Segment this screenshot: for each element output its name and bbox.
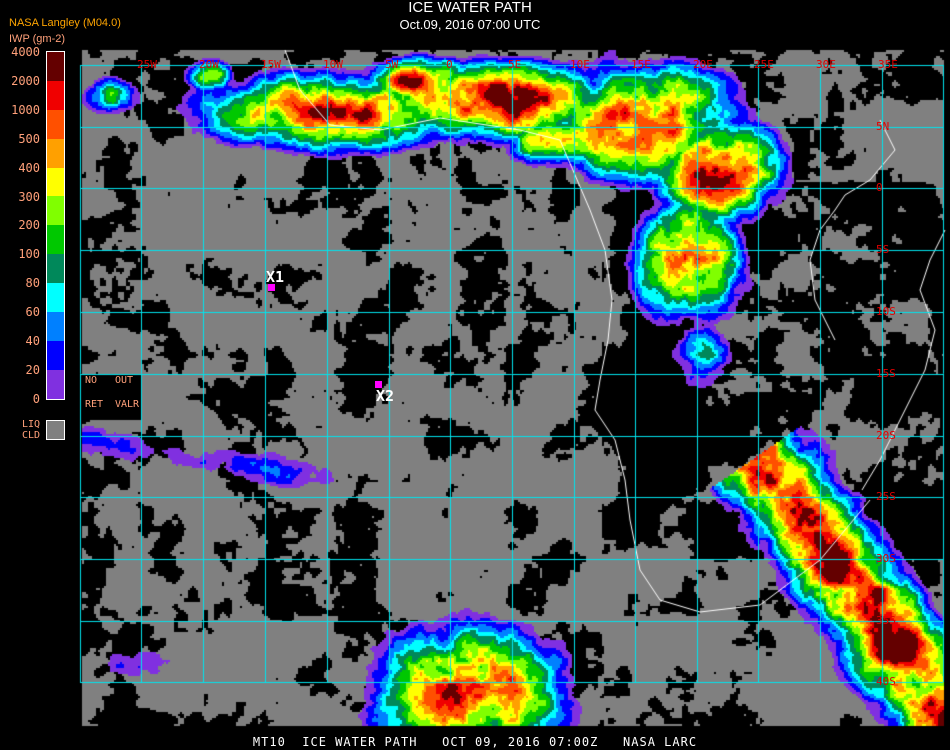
color-scale-segment	[47, 52, 64, 81]
latitude-label: 5N	[876, 120, 890, 133]
color-scale-segment	[47, 369, 64, 399]
liquid-cloud-label-bottom: CLD	[22, 430, 41, 441]
marker-x2-label: X2	[376, 387, 395, 405]
longitude-label: 20W	[199, 58, 219, 71]
longitude-label: 25W	[137, 58, 157, 71]
color-scale-segment	[47, 312, 64, 341]
color-scale-segment	[47, 196, 64, 226]
color-scale-tick: 200	[18, 218, 40, 233]
color-scale-tick: 60	[25, 305, 40, 320]
latitude-label: 5S	[876, 243, 890, 256]
latitude-label: 20S	[876, 429, 896, 442]
marker-x2-point[interactable]	[375, 381, 382, 388]
color-scale-segment	[47, 80, 64, 110]
longitude-label: 35E	[878, 58, 898, 71]
color-scale-tick: 40	[25, 334, 40, 348]
latitude-label: 0	[876, 181, 883, 194]
liquid-cloud-swatch	[46, 420, 65, 440]
color-scale-tick: 300	[18, 189, 40, 204]
color-scale-tick: 500	[18, 131, 40, 146]
longitude-label: 10E	[570, 58, 590, 71]
latitude-label: 40S	[876, 675, 896, 688]
marker-x1-point[interactable]	[268, 284, 275, 291]
latitude-label: 15S	[876, 367, 896, 380]
longitude-label: 10W	[323, 58, 343, 71]
map-timestamp: Oct.09, 2016 07:00 UTC	[399, 17, 541, 32]
color-scale-tick: 0	[32, 391, 40, 406]
color-scale-tick: 80	[25, 276, 40, 291]
color-scale-tick: 400	[18, 160, 40, 175]
longitude-label: 15E	[631, 58, 651, 71]
liquid-cloud-label-top: LIQ	[22, 419, 41, 430]
longitude-label: 5W	[385, 58, 399, 71]
color-scale-bar	[46, 51, 65, 400]
latitude-label: 30S	[876, 552, 896, 565]
marker-x1-label: X1	[266, 268, 285, 286]
latitude-label: 35S	[876, 614, 896, 627]
valr-label: VALR	[115, 399, 140, 410]
longitude-label: 5E	[508, 58, 522, 71]
longitude-label: 30E	[816, 58, 836, 71]
color-scale-segment	[47, 254, 64, 284]
out-label: OUT	[115, 375, 134, 386]
longitude-label: 25E	[754, 58, 774, 71]
latitude-label: 25S	[876, 490, 896, 503]
color-scale-segment	[47, 167, 64, 197]
no-label: NO	[85, 375, 98, 386]
footer-caption: MT10 ICE WATER PATH OCT 09, 2016 07:00Z …	[252, 735, 698, 749]
longitude-label: 15W	[261, 58, 281, 71]
color-scale-tick: 2000	[11, 73, 40, 88]
color-scale-segment	[47, 225, 64, 255]
color-scale-tick: 4000	[11, 45, 40, 59]
longitude-label: 20E	[693, 58, 713, 71]
color-scale-tick: 1000	[11, 102, 40, 117]
latitude-label: 10S	[876, 305, 896, 318]
color-scale-segment	[47, 109, 64, 139]
map-title: ICE WATER PATH	[408, 0, 532, 16]
color-scale-segment	[47, 138, 64, 168]
units-label: IWP (gm-2)	[9, 33, 66, 45]
ret-label: RET	[85, 399, 104, 410]
color-scale-tick: 100	[18, 247, 40, 262]
color-scale-tick: 20	[25, 362, 40, 377]
color-scale-segment	[47, 283, 64, 313]
producer-label: NASA Langley (M04.0)	[9, 17, 121, 29]
longitude-label: 0	[446, 58, 453, 71]
color-scale-segment	[47, 340, 64, 370]
